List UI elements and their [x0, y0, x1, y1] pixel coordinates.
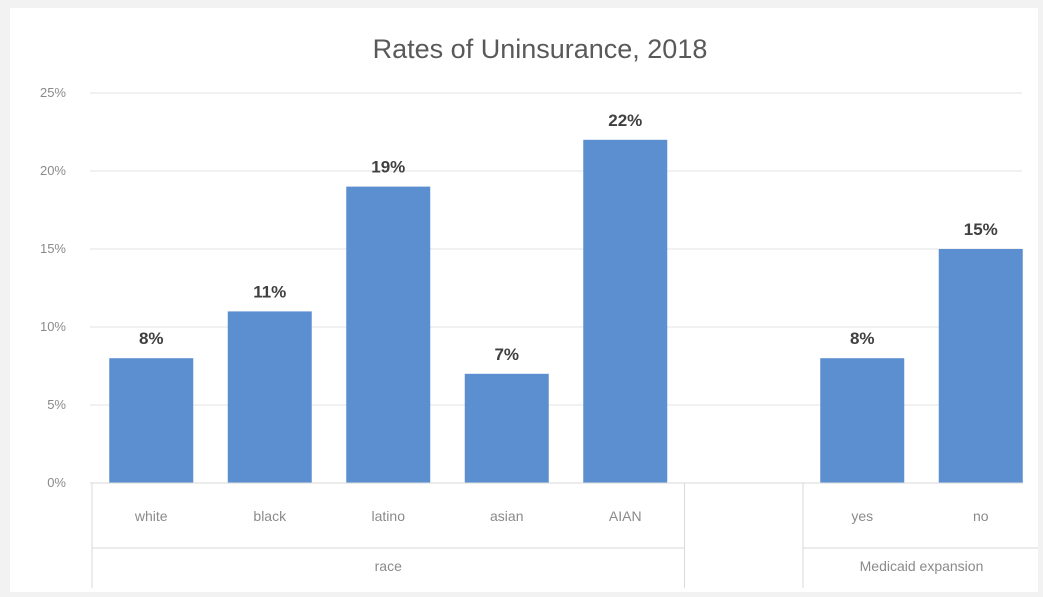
category-label: white	[134, 508, 168, 524]
bar-latino	[346, 187, 430, 483]
y-axis-tick-labels: 0% 5% 10% 15% 20% 25%	[40, 85, 66, 490]
y-tick-label: 5%	[47, 397, 66, 412]
y-tick-label: 15%	[40, 241, 66, 256]
bar-yes	[820, 358, 904, 483]
data-label-asian: 7%	[494, 345, 519, 364]
category-label: asian	[490, 508, 523, 524]
data-label-no: 15%	[964, 220, 998, 239]
bar-no	[939, 249, 1023, 483]
data-label-aian: 22%	[608, 111, 642, 130]
group-label: Medicaid expansion	[860, 558, 984, 574]
y-tick-label: 10%	[40, 319, 66, 334]
y-tick-label: 25%	[40, 85, 66, 100]
y-tick-label: 20%	[40, 163, 66, 178]
uninsurance-bar-chart: Rates of Uninsurance, 2018 0% 5% 10% 15% 20%…	[10, 8, 1038, 592]
category-label: yes	[851, 508, 873, 524]
chart-area: Rates of Uninsurance, 2018 0% 5% 10% 15% 20%…	[10, 8, 1038, 592]
category-axis: white black latino asian AIAN race yes no Medica…	[90, 483, 1038, 588]
data-label-black: 11%	[253, 282, 286, 301]
data-label-white: 8%	[139, 329, 164, 348]
bar-black	[228, 311, 312, 483]
category-label: latino	[372, 508, 406, 524]
category-label: AIAN	[609, 508, 642, 524]
bar-aian	[583, 140, 667, 483]
bars	[109, 140, 1023, 483]
y-tick-label: 0%	[47, 475, 66, 490]
group-label: race	[375, 558, 402, 574]
bar-asian	[465, 374, 549, 483]
chart-title: Rates of Uninsurance, 2018	[373, 34, 708, 64]
bar-white	[109, 358, 193, 483]
data-label-yes: 8%	[850, 329, 875, 348]
category-label: no	[973, 508, 989, 524]
category-label: black	[253, 508, 287, 524]
data-label-latino: 19%	[371, 158, 405, 177]
